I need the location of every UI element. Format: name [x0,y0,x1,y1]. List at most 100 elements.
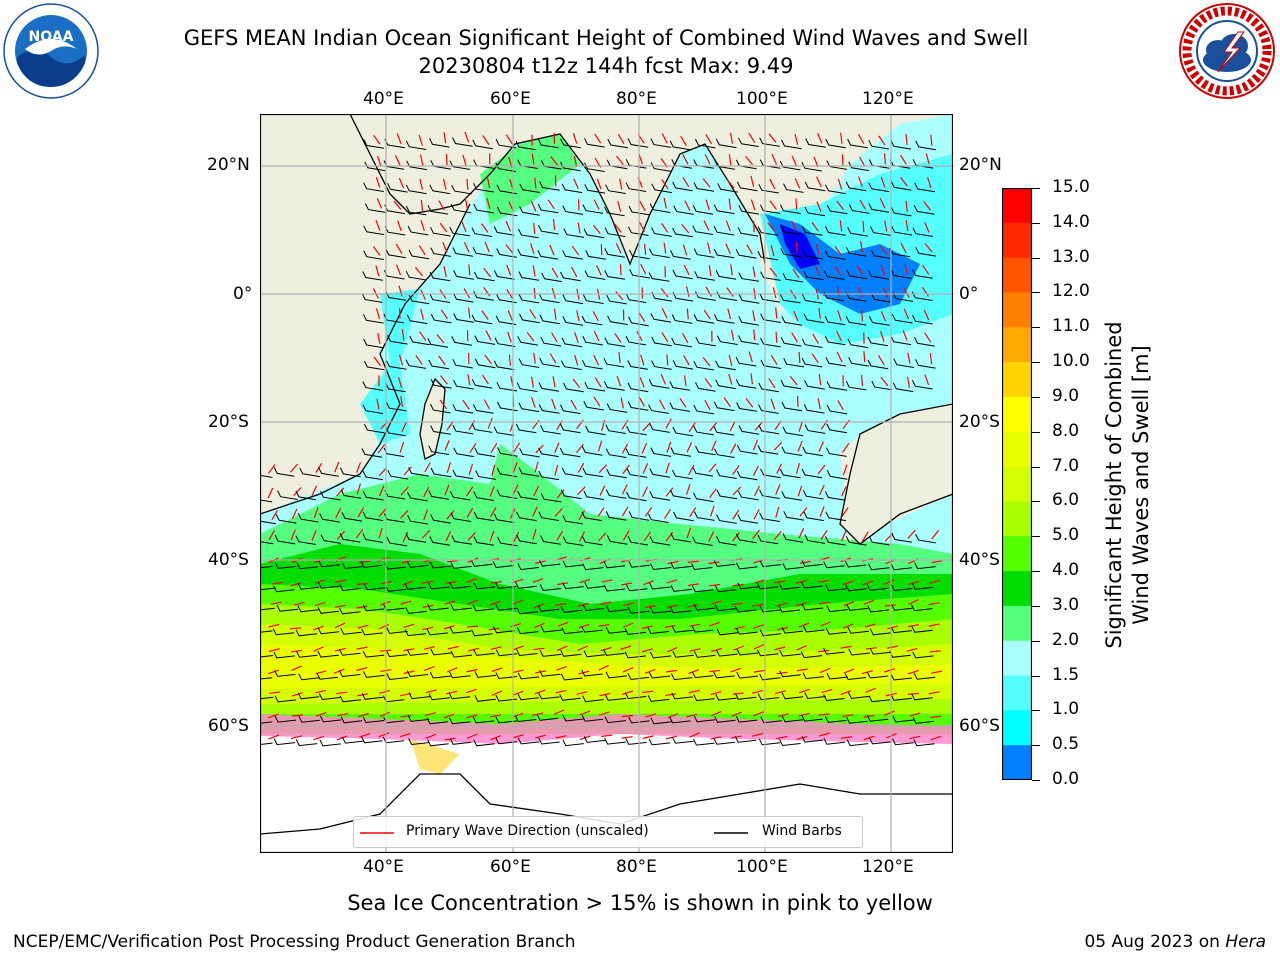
wave-direction-arrow [491,667,503,672]
wave-direction-arrow [728,354,733,366]
wind-barb [826,204,848,215]
wave-direction-arrow [752,689,764,694]
wind-barb [407,715,430,722]
wave-direction-arrow [573,178,579,189]
wave-direction-arrow [791,332,798,343]
colorbar-tick [1032,745,1040,747]
wind-barb [260,696,274,700]
wind-barb [672,469,693,480]
wave-direction-arrow [397,220,402,232]
wave-direction-arrow [796,736,808,741]
wind-barb [296,650,318,658]
wave-direction-arrow [572,133,578,144]
wave-direction-arrow [467,373,471,386]
wave-direction-arrow [638,312,646,323]
wave-direction-arrow [396,133,402,144]
wave-direction-arrow [840,736,852,739]
wind-barb [892,292,914,302]
wind-barb [582,563,604,571]
wave-direction-arrow [792,268,800,279]
wind-barb [714,585,737,593]
wind-barb [737,490,759,501]
wave-direction-arrow [622,464,630,475]
top-lon-label: 100°E [736,89,788,109]
wave-direction-arrow [797,485,803,497]
wind-barb [385,401,407,412]
wave-direction-arrow [530,200,537,212]
wind-barb [408,692,431,700]
wave-direction-arrow [291,665,302,671]
wave-direction-arrow [424,462,431,473]
wind-barb [650,717,672,725]
wave-direction-arrow [290,529,296,541]
wind-barb [561,360,582,370]
wind-barb [452,424,474,435]
wind-barb [693,603,716,611]
wind-barb [605,184,626,194]
wind-barb [449,582,471,589]
wave-direction-arrow [707,242,711,254]
right-lat-label: 60°S [959,716,1000,736]
wind-barb [626,468,648,478]
wind-barb [604,716,626,724]
wind-barb [361,448,383,458]
wind-barb [649,203,671,213]
wind-barb [362,314,384,324]
wind-barb [804,534,826,544]
wave-direction-arrow [730,329,735,341]
wave-direction-arrow [880,310,887,322]
wind-barb [825,357,847,367]
wave-direction-arrow [357,507,365,518]
wind-barb [669,402,691,412]
wave-direction-arrow [730,667,742,673]
wind-barb [802,249,824,260]
wind-barb [584,381,606,392]
wind-barb [649,423,670,433]
wind-barb [517,490,538,501]
wind-barb [801,161,823,172]
wave-direction-arrow [732,602,744,606]
wave-direction-arrow [333,668,345,674]
wave-direction-arrow [883,287,889,299]
colorbar-tick [1032,640,1040,642]
wave-direction-arrow [490,735,502,741]
wave-direction-arrow [729,421,736,432]
wind-barb [317,627,340,635]
wave-direction-arrow [557,621,569,627]
wave-direction-arrow [745,398,754,408]
wind-barb [804,181,826,192]
wind-barb [624,651,647,659]
wind-barb [428,445,449,455]
wind-barb [695,336,717,347]
wave-direction-arrow [534,461,539,473]
wind-barb [714,716,736,723]
wind-barb [450,512,472,522]
wind-barb [801,560,824,567]
wind-barb [627,535,649,546]
wind-barb [713,426,735,436]
wind-barb [890,206,912,217]
wind-barb [339,533,361,543]
wave-direction-arrow [924,332,932,343]
wave-direction-arrow [930,735,942,741]
wind-barb [691,585,714,593]
wind-barb [495,315,517,326]
wave-direction-arrow [903,287,910,298]
wave-direction-arrow [909,735,921,740]
wind-barb [871,380,892,391]
wave-direction-arrow [442,178,447,190]
wave-direction-arrow [841,507,849,517]
wind-barb [362,381,384,391]
wind-barb [386,673,408,681]
wave-direction-arrow [373,134,381,145]
wave-direction-arrow [550,332,558,343]
wind-barb [716,489,738,500]
wind-barb [912,227,934,237]
wave-direction-arrow [773,531,782,541]
wind-barb [605,626,628,634]
wind-barb [803,404,825,414]
wind-barb [693,694,715,702]
wave-direction-arrow [641,648,653,653]
wind-barb [560,489,582,500]
colorbar-tick-label: 9.0 [1052,385,1080,406]
